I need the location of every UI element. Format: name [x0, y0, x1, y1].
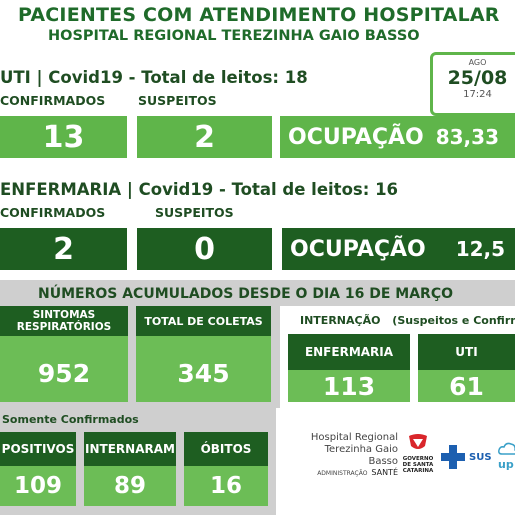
enf-occupancy-box: OCUPAÇÃO 12,5	[282, 228, 515, 270]
sintomas-label-2: RESPIRATÓRIOS	[16, 321, 112, 333]
sintomas-header: SINTOMAS RESPIRATÓRIOS	[0, 306, 128, 336]
int-enfermaria-header: ENFERMARIA	[288, 334, 410, 370]
hospital-logo-admin: ADMINISTRAÇÃO SANTÉ	[300, 468, 398, 479]
gov-line2: DE SANTA	[402, 462, 434, 468]
uti-occupancy-label: OCUPAÇÃO	[288, 124, 424, 150]
uti-confirmed-count: 13	[0, 116, 127, 158]
up-text: up	[498, 458, 514, 470]
enf-suspected-label: SUSPEITOS	[155, 205, 234, 220]
sante-text: SANTÉ	[371, 468, 398, 477]
gov-line3: CATARINA	[402, 468, 434, 474]
governo-sc-logo: GOVERNO DE SANTA CATARINA	[402, 434, 434, 474]
hospital-name: HOSPITAL REGIONAL TEREZINHA GAIO BASSO	[48, 28, 420, 44]
time-value: 17:24	[463, 89, 492, 100]
obitos-header: ÓBITOS	[184, 432, 268, 466]
int-uti-count: 61	[418, 370, 515, 402]
int-uti-header: UTI	[418, 334, 515, 370]
date-box: AGO 25/08 17:24	[430, 52, 515, 116]
confirmed-only-title: Somente Confirmados	[2, 413, 139, 426]
sus-logo: SUS	[440, 444, 492, 470]
internacao-note: (Suspeitos e Confirma	[392, 314, 515, 327]
enf-suspected-count: 0	[137, 228, 272, 270]
positivos-header: POSITIVOS	[0, 432, 76, 466]
enf-occupancy-label: OCUPAÇÃO	[290, 236, 426, 262]
page-title: PACIENTES COM ATENDIMENTO HOSPITALAR	[18, 4, 500, 26]
internaram-header: INTERNARAM	[84, 432, 176, 466]
internacao-label: INTERNAÇÃO (Suspeitos e Confirma	[300, 314, 515, 327]
logos-strip	[290, 408, 515, 488]
date-value: 25/08	[447, 67, 508, 89]
internaram-count: 89	[84, 466, 176, 506]
enf-confirmed-label: CONFIRMADOS	[0, 205, 106, 220]
gov-line1: GOVERNO	[402, 456, 434, 462]
date-month: AGO	[468, 58, 487, 67]
sc-shield-icon	[409, 434, 427, 449]
uti-occupancy-box: OCUPAÇÃO 83,33	[280, 116, 515, 158]
uti-suspected-label: SUSPEITOS	[138, 93, 217, 108]
coletas-header: TOTAL DE COLETAS	[136, 306, 271, 336]
hospital-logo: Hospital Regional Terezinha Gaio Basso A…	[300, 432, 398, 479]
uti-suspected-count: 2	[137, 116, 272, 158]
positivos-count: 109	[0, 466, 76, 506]
hospital-logo-line2: Terezinha Gaio Basso	[324, 444, 398, 467]
coletas-count: 345	[136, 336, 271, 402]
sintomas-label-1: SINTOMAS	[32, 309, 96, 321]
cross-icon	[441, 445, 465, 469]
int-enfermaria-count: 113	[288, 370, 410, 402]
up-logo: up	[498, 440, 515, 470]
obitos-count: 16	[184, 466, 268, 506]
uti-section-title: UTI | Covid19 - Total de leitos: 18	[0, 68, 308, 87]
uti-confirmed-label: CONFIRMADOS	[0, 93, 106, 108]
sintomas-count: 952	[0, 336, 128, 402]
internacao-title: INTERNAÇÃO	[300, 314, 381, 327]
enfermaria-section-title: ENFERMARIA | Covid19 - Total de leitos: …	[0, 180, 399, 199]
sus-text: SUS	[469, 451, 492, 463]
accumulated-title: NÚMEROS ACUMULADOS DESDE O DIA 16 DE MAR…	[38, 286, 454, 302]
uti-occupancy-value: 83,33	[435, 125, 499, 149]
cloud-icon	[498, 442, 515, 455]
enf-occupancy-value: 12,5	[455, 237, 506, 261]
enf-confirmed-count: 2	[0, 228, 127, 270]
admin-text: ADMINISTRAÇÃO	[317, 470, 368, 477]
hospital-logo-line1: Hospital Regional	[310, 432, 398, 443]
